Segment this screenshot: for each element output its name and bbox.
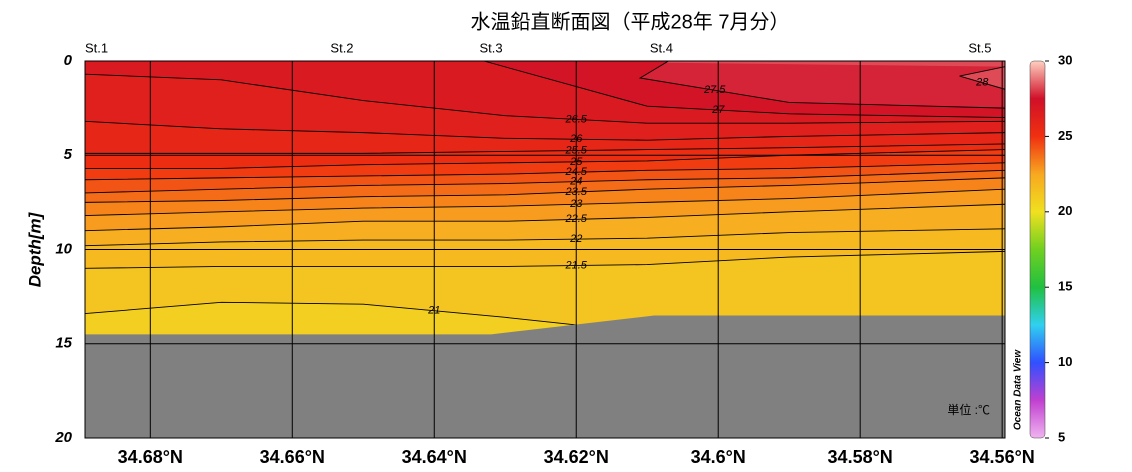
- colorbar-tick-label: 20: [1058, 203, 1072, 218]
- x-tick-label: 34.58°N: [828, 447, 893, 467]
- y-tick-label: 15: [55, 335, 72, 352]
- contour-line: [85, 301, 577, 326]
- y-tick-label: 10: [55, 240, 72, 257]
- watermark: Ocean Data View: [1013, 349, 1024, 430]
- y-tick-label: 5: [64, 146, 73, 163]
- contour-label: 27.5: [703, 84, 726, 96]
- x-tick-label: 34.68°N: [118, 447, 183, 467]
- colorbar-tick-label: 15: [1058, 279, 1072, 294]
- station-label: St.5: [968, 40, 991, 55]
- contour-line: [85, 250, 1005, 269]
- contour-line: [85, 177, 1005, 203]
- contour-line: [85, 162, 1005, 181]
- x-tick-label: 34.66°N: [260, 447, 325, 467]
- station-label: St.1: [85, 40, 108, 55]
- contour-line: [638, 61, 1005, 109]
- colorbar-tick-label: 30: [1058, 52, 1072, 67]
- station-label: St.3: [479, 40, 502, 55]
- contour-label: 28: [975, 77, 989, 89]
- contour-line: [85, 203, 1005, 232]
- seafloor: [85, 315, 1005, 438]
- contour-line: [959, 66, 1005, 90]
- contour-line: [85, 120, 1005, 141]
- contour-line: [85, 188, 1005, 217]
- x-tick-label: 34.6°N: [691, 447, 746, 467]
- x-tick-label: 34.64°N: [402, 447, 467, 467]
- colorbar: [1029, 60, 1046, 439]
- chart-title: 水温鉛直断面図（平成28年 7月分）: [471, 10, 790, 33]
- colorbar-tick-label: 25: [1058, 128, 1072, 143]
- x-tick-label: 34.62°N: [544, 447, 609, 467]
- station-label: St.4: [650, 40, 673, 55]
- plot-frame: [84, 60, 1006, 439]
- colorbar-tick-label: 5: [1058, 429, 1065, 444]
- x-tick-label: 34.56°N: [970, 447, 1035, 467]
- contour-line: [85, 73, 1005, 124]
- title-box: [430, 6, 830, 38]
- y-axis-label: Depth[m]: [25, 211, 44, 287]
- station-label: St.2: [330, 40, 353, 55]
- contour-line: [85, 169, 1005, 194]
- y-tick-label: 0: [64, 52, 73, 69]
- unit-label: 単位 :℃: [947, 402, 990, 417]
- station-strip: [85, 38, 1005, 61]
- contour-line: [85, 228, 1005, 247]
- colorbar-tick-label: 10: [1058, 354, 1072, 369]
- y-tick-label: 20: [54, 429, 72, 446]
- contour-line: [85, 143, 1005, 154]
